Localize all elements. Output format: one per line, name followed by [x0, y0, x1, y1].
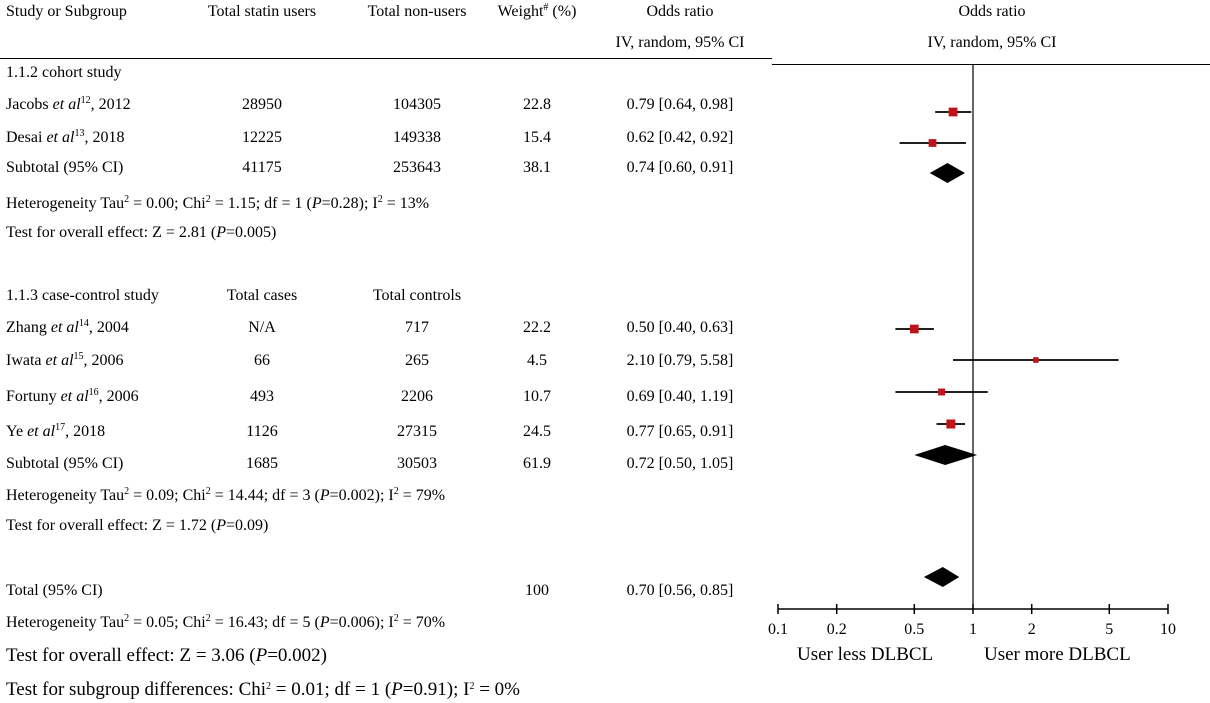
- x-tick-label: 10: [1160, 621, 1176, 638]
- weight-value: 10.7: [523, 388, 551, 405]
- header-or-method: IV, random, 95% CI: [615, 34, 745, 51]
- overall-effect-case-control: Test for overall effect: Z = 1.72 (P=0.0…: [6, 517, 269, 534]
- cases-n: 493: [250, 388, 274, 405]
- summary-diamond: [929, 163, 966, 183]
- study-estimate-square: [948, 107, 958, 117]
- weight-value: 38.1: [523, 159, 551, 176]
- controls-n: 30503: [397, 455, 437, 472]
- weight-value: 100: [525, 582, 549, 599]
- x-tick-label: 2: [1028, 621, 1036, 638]
- header-statin-users: Total statin users: [207, 3, 317, 20]
- or-ci-value: 0.70 [0.56, 0.85]: [626, 582, 734, 599]
- overall-effect-total: Test for overall effect: Z = 3.06 (P=0.0…: [6, 645, 328, 666]
- header-total-cases: Total cases: [226, 287, 298, 304]
- or-ci-value: 0.50 [0.40, 0.63]: [626, 319, 734, 336]
- header-study: Study or Subgroup: [6, 3, 127, 20]
- controls-n: 2206: [401, 388, 433, 405]
- study-estimate-square: [928, 139, 937, 147]
- study-name: Ye et al17, 2018: [6, 422, 106, 440]
- x-tick-label: 5: [1105, 621, 1113, 638]
- nonuser-n: 149338: [393, 129, 441, 146]
- nonuser-n: 253643: [393, 159, 441, 176]
- controls-n: 265: [405, 352, 429, 369]
- x-tick-label: 0.1: [768, 621, 788, 638]
- statin-n: 12225: [242, 129, 282, 146]
- study-estimate-square: [1033, 357, 1039, 363]
- cases-n: 1685: [246, 455, 278, 472]
- study-name: Jacobs et al12, 2012: [6, 95, 131, 113]
- x-tick-label: 0.2: [827, 621, 847, 638]
- heterogeneity-case-control: Heterogeneity Tau2 = 0.09; Chi2 = 14.44;…: [6, 486, 446, 504]
- cases-n: N/A: [248, 319, 276, 336]
- study-name: Zhang et al14, 2004: [6, 318, 129, 336]
- summary-diamond: [914, 445, 978, 465]
- total-label: Total (95% CI): [6, 582, 103, 599]
- statin-n: 41175: [242, 159, 282, 176]
- header-total-controls: Total controls: [372, 287, 462, 304]
- subgroup-label-case-control: 1.1.3 case-control study: [6, 287, 159, 304]
- controls-n: 27315: [397, 423, 437, 440]
- plot-method: IV, random, 95% CI: [927, 34, 1057, 51]
- statin-n: 28950: [242, 96, 282, 113]
- or-ci-value: 0.62 [0.42, 0.92]: [626, 129, 734, 146]
- summary-diamond: [923, 567, 960, 587]
- or-ci-value: 2.10 [0.79, 5.58]: [626, 352, 734, 369]
- plot-header-rule: [772, 64, 1210, 65]
- weight-value: 22.2: [523, 319, 551, 336]
- subtotal-label: Subtotal (95% CI): [6, 455, 124, 472]
- table-header-rule: [0, 58, 772, 59]
- header-odds-ratio: Odds ratio: [646, 3, 714, 20]
- study-name: Fortuny et al16, 2006: [6, 387, 139, 405]
- study-estimate-square: [946, 419, 956, 429]
- subtotal-label: Subtotal (95% CI): [6, 159, 124, 176]
- heterogeneity-cohort: Heterogeneity Tau2 = 0.00; Chi2 = 1.15; …: [6, 194, 430, 212]
- or-ci-value: 0.77 [0.65, 0.91]: [626, 423, 734, 440]
- cases-n: 1126: [246, 423, 278, 440]
- plot-title: Odds ratio: [958, 3, 1026, 20]
- weight-value: 61.9: [523, 455, 551, 472]
- study-estimate-square: [938, 388, 946, 396]
- weight-value: 4.5: [527, 352, 547, 369]
- favours-right-label: User more DLBCL: [984, 644, 1131, 665]
- heterogeneity-total: Heterogeneity Tau2 = 0.05; Chi2 = 16.43;…: [6, 613, 446, 631]
- favours-left-label: User less DLBCL: [797, 644, 934, 665]
- x-tick-label: 0.5: [904, 621, 924, 638]
- study-estimate-square: [909, 324, 919, 334]
- subgroup-label-cohort: 1.1.2 cohort study: [6, 64, 122, 81]
- study-name: Iwata et al15, 2006: [6, 351, 124, 369]
- weight-value: 15.4: [523, 129, 551, 146]
- controls-n: 717: [405, 319, 429, 336]
- study-name: Desai et al13, 2018: [6, 128, 125, 146]
- header-non-users: Total non-users: [367, 3, 467, 20]
- or-ci-value: 0.69 [0.40, 1.19]: [626, 388, 734, 405]
- overall-effect-cohort: Test for overall effect: Z = 2.81 (P=0.0…: [6, 224, 277, 241]
- x-tick-label: 1: [969, 621, 977, 638]
- subgroup-differences: Test for subgroup differences: Chi2 = 0.…: [6, 679, 520, 700]
- or-ci-value: 0.79 [0.64, 0.98]: [626, 96, 734, 113]
- cases-n: 66: [254, 352, 270, 369]
- nonuser-n: 104305: [393, 96, 441, 113]
- header-weight: Weight# (%): [497, 2, 577, 20]
- or-ci-value: 0.72 [0.50, 1.05]: [626, 455, 734, 472]
- weight-value: 22.8: [523, 96, 551, 113]
- or-ci-value: 0.74 [0.60, 0.91]: [626, 159, 734, 176]
- weight-value: 24.5: [523, 423, 551, 440]
